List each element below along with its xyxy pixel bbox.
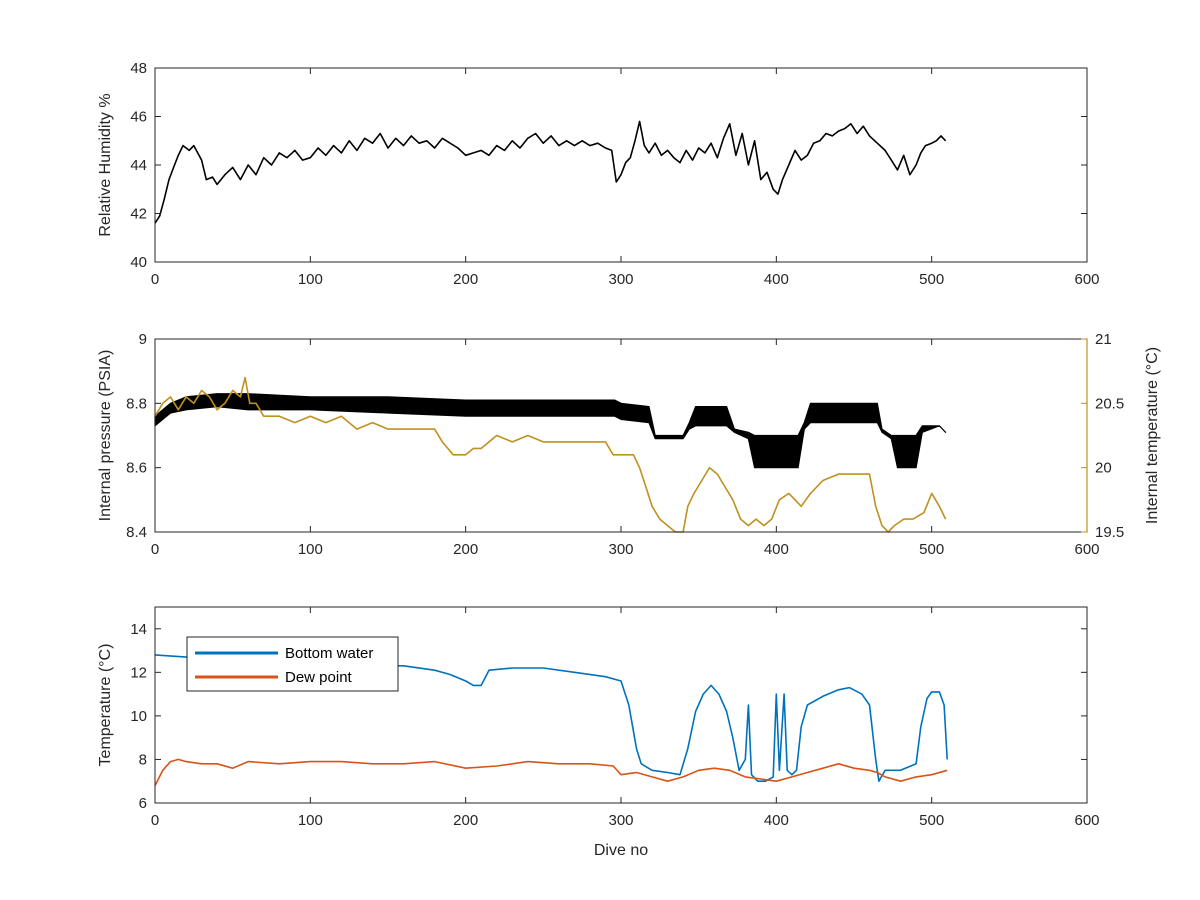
x-tick-label: 200: [453, 812, 478, 829]
series-2-1-line: [154, 393, 947, 469]
x-tick-label: 500: [919, 812, 944, 829]
y-tick-label: 12: [130, 664, 147, 681]
y-tick-label: 40: [130, 254, 147, 271]
y-tick-label: 44: [130, 157, 147, 174]
y2-axis-label: Internal temperature (°C): [1144, 347, 1161, 524]
y-tick-label: 6: [139, 795, 147, 812]
y-tick-label: 10: [130, 708, 147, 725]
series-3-1-line: [154, 654, 948, 783]
x-tick-label: 200: [453, 271, 478, 288]
legend-label-1: Bottom water: [285, 645, 373, 662]
x-tick-label: 600: [1074, 812, 1099, 829]
x-tick-label: 200: [453, 541, 478, 558]
x-tick-label: 500: [919, 271, 944, 288]
y-tick-label: 8: [139, 751, 147, 768]
legend-box: [186, 636, 399, 692]
legend: Bottom water Dew point: [186, 636, 399, 692]
axes-box-1: [154, 67, 1088, 263]
x-tick-label: 0: [151, 812, 159, 829]
x-tick-label: 100: [298, 271, 323, 288]
x-tick-label: 400: [764, 541, 789, 558]
y2-tick-label: 19.5: [1095, 524, 1124, 541]
y-tick-label: 8.4: [126, 524, 147, 541]
x-tick-label: 0: [151, 541, 159, 558]
x-axis-label: Dive no: [594, 842, 648, 859]
y-axis-label: Temperature (°C): [97, 644, 114, 767]
y-tick-label: 46: [130, 109, 147, 126]
y-tick-label: 9: [139, 331, 147, 348]
y-tick-label: 14: [130, 621, 147, 638]
x-tick-label: 300: [608, 271, 633, 288]
y-tick-label: 48: [130, 60, 147, 77]
series-3-2-line: [154, 758, 948, 786]
y-tick-label: 8.8: [126, 395, 147, 412]
x-tick-label: 400: [764, 812, 789, 829]
x-tick-label: 0: [151, 271, 159, 288]
x-tick-label: 300: [608, 541, 633, 558]
y2-tick-label: 21: [1095, 331, 1112, 348]
x-tick-label: 600: [1074, 541, 1099, 558]
series-2-2-line: [154, 376, 947, 533]
x-tick-label: 100: [298, 541, 323, 558]
x-tick-label: 600: [1074, 271, 1099, 288]
x-tick-label: 300: [608, 812, 633, 829]
x-tick-label: 500: [919, 541, 944, 558]
y-axis-label: Internal pressure (PSIA): [97, 350, 114, 522]
y-tick-label: 8.6: [126, 460, 147, 477]
legend-label-2: Dew point: [285, 669, 353, 686]
axes-box-2: [154, 338, 1088, 533]
y-axis-label: Relative Humidity %: [97, 93, 114, 236]
x-tick-label: 100: [298, 812, 323, 829]
y-tick-label: 42: [130, 206, 147, 223]
x-tick-label: 400: [764, 271, 789, 288]
series-1-1-line: [154, 120, 947, 224]
y2-tick-label: 20.5: [1095, 395, 1124, 412]
y2-tick-label: 20: [1095, 460, 1112, 477]
